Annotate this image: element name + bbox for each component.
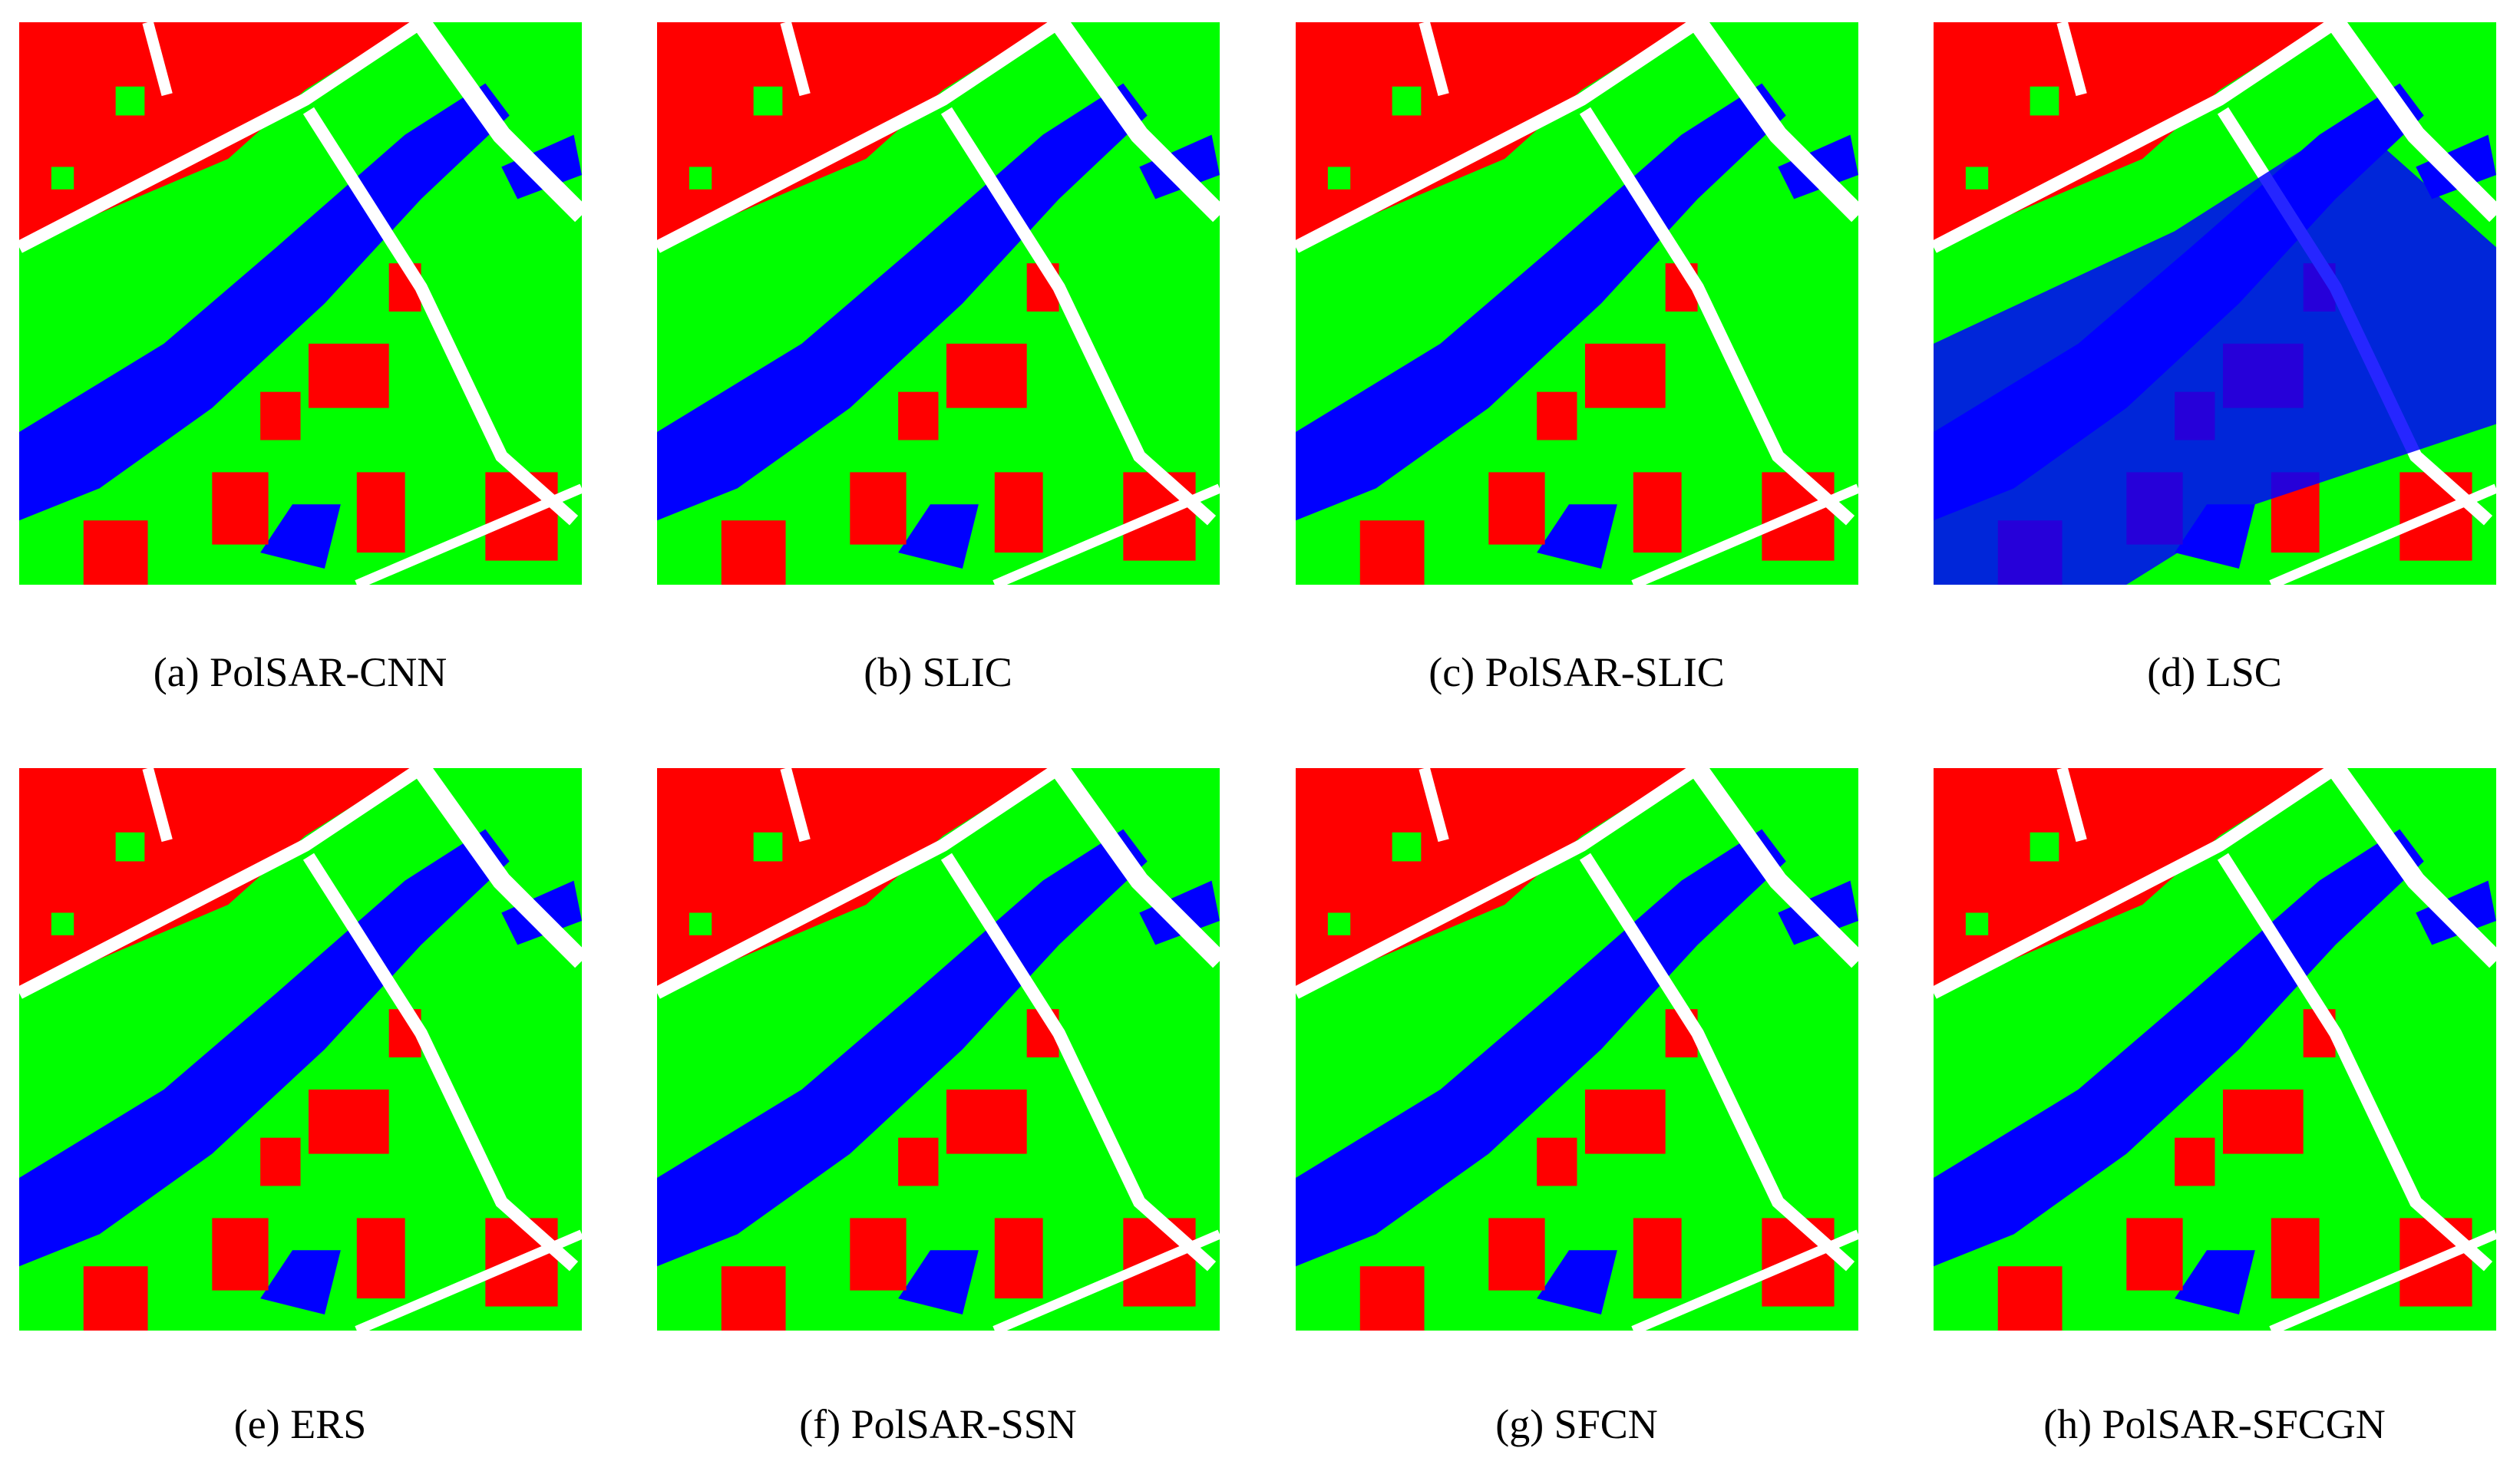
caption: (e) ERS — [233, 1401, 367, 1447]
caption: (c) PolSAR-SLIC — [1428, 649, 1725, 695]
caption: (d) LSC — [2147, 649, 2282, 695]
classification-map — [1296, 768, 1858, 1331]
classification-map — [1934, 768, 2496, 1331]
classification-map — [657, 22, 1220, 585]
caption: (a) PolSAR-CNN — [153, 649, 448, 695]
classification-map — [19, 768, 582, 1331]
caption: (f) PolSAR-SSN — [799, 1401, 1077, 1447]
classification-map — [1296, 22, 1858, 585]
classification-map — [1934, 22, 2496, 585]
caption: (h) PolSAR-SFCGN — [2043, 1401, 2386, 1447]
classification-map — [657, 768, 1220, 1331]
caption: (g) SFCN — [1495, 1401, 1658, 1447]
classification-map — [19, 22, 582, 585]
caption: (b) SLIC — [864, 649, 1012, 695]
